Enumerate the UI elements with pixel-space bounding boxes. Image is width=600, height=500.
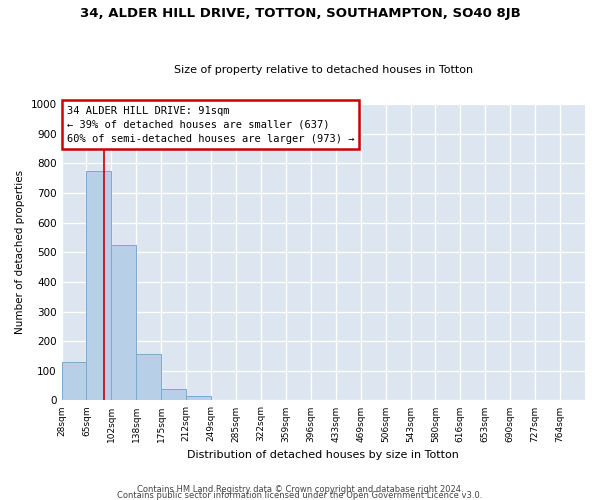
Bar: [186, 396, 211, 400]
Text: 34 ALDER HILL DRIVE: 91sqm
← 39% of detached houses are smaller (637)
60% of sem: 34 ALDER HILL DRIVE: 91sqm ← 39% of deta…: [67, 106, 354, 144]
Text: 34, ALDER HILL DRIVE, TOTTON, SOUTHAMPTON, SO40 8JB: 34, ALDER HILL DRIVE, TOTTON, SOUTHAMPTO…: [80, 8, 520, 20]
Bar: [62, 362, 86, 401]
Text: Contains public sector information licensed under the Open Government Licence v3: Contains public sector information licen…: [118, 490, 482, 500]
Bar: [112, 245, 136, 400]
X-axis label: Distribution of detached houses by size in Totton: Distribution of detached houses by size …: [187, 450, 459, 460]
Bar: [136, 354, 161, 401]
Text: Contains HM Land Registry data © Crown copyright and database right 2024.: Contains HM Land Registry data © Crown c…: [137, 484, 463, 494]
Title: Size of property relative to detached houses in Totton: Size of property relative to detached ho…: [174, 66, 473, 76]
Bar: [86, 170, 112, 400]
Bar: [161, 388, 186, 400]
Y-axis label: Number of detached properties: Number of detached properties: [15, 170, 25, 334]
